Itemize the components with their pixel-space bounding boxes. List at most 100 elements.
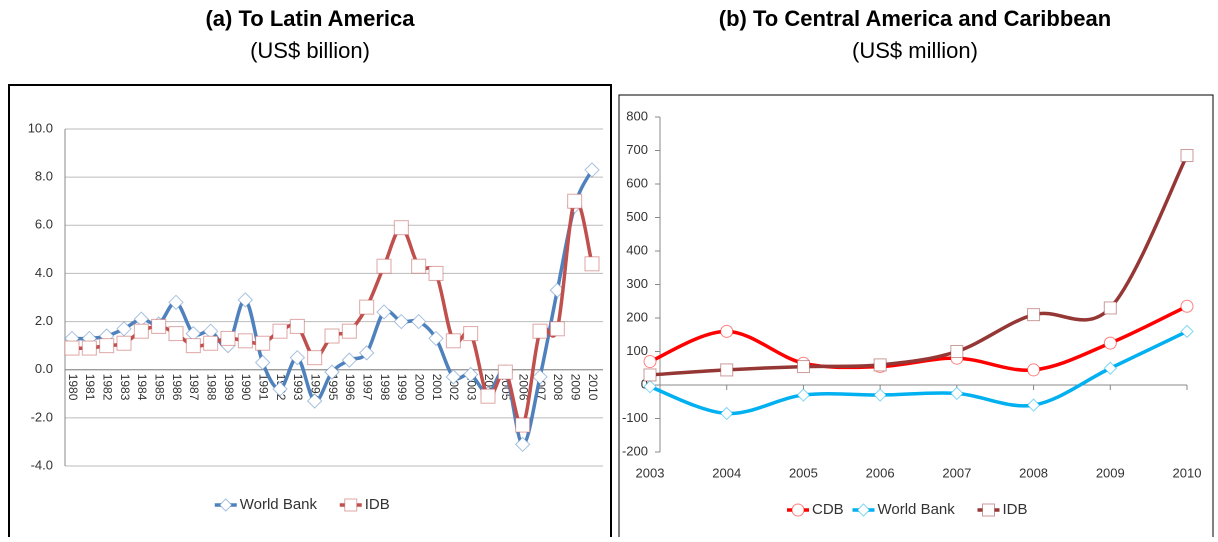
marker bbox=[393, 313, 410, 330]
x-tick-label: 1987 bbox=[187, 374, 201, 401]
marker bbox=[341, 352, 358, 368]
x-tick-label: 2010 bbox=[586, 374, 600, 401]
marker bbox=[220, 330, 236, 346]
y-tick-label: -100 bbox=[622, 410, 648, 425]
marker bbox=[168, 294, 184, 311]
marker bbox=[1027, 308, 1041, 322]
chart-title: (a) To Latin America bbox=[205, 6, 415, 31]
marker bbox=[445, 333, 461, 349]
marker bbox=[1027, 363, 1041, 377]
marker bbox=[796, 388, 811, 402]
marker bbox=[856, 503, 871, 517]
marker bbox=[411, 258, 427, 274]
y-tick-label: 400 bbox=[626, 242, 648, 257]
y-tick-label: 0 bbox=[641, 376, 648, 391]
marker bbox=[219, 498, 233, 512]
marker bbox=[307, 350, 323, 366]
marker bbox=[497, 364, 513, 380]
marker bbox=[133, 323, 149, 339]
x-tick-label: 1984 bbox=[135, 374, 149, 401]
x-tick-label: 2001 bbox=[430, 374, 444, 401]
marker bbox=[341, 323, 357, 339]
marker bbox=[237, 292, 254, 308]
x-tick-label: 2003 bbox=[636, 465, 665, 480]
x-tick-label: 1996 bbox=[343, 374, 357, 401]
y-tick-label: 700 bbox=[626, 142, 648, 157]
legend-label: World Bank bbox=[878, 501, 956, 518]
marker bbox=[445, 369, 462, 385]
marker bbox=[463, 326, 479, 342]
legend-label: World Bank bbox=[240, 496, 318, 513]
marker bbox=[1103, 361, 1117, 375]
marker bbox=[324, 328, 340, 344]
x-tick-label: 1997 bbox=[360, 374, 374, 401]
x-tick-label: 2006 bbox=[866, 465, 895, 480]
marker bbox=[185, 338, 201, 354]
marker bbox=[255, 335, 271, 351]
marker bbox=[359, 299, 375, 315]
marker bbox=[950, 345, 964, 358]
y-tick-label: -4.0 bbox=[31, 457, 53, 472]
marker bbox=[99, 338, 115, 354]
y-tick-label: 300 bbox=[626, 276, 648, 291]
y-tick-label: 600 bbox=[626, 175, 648, 190]
marker bbox=[873, 358, 887, 372]
marker bbox=[1180, 149, 1194, 163]
marker bbox=[64, 340, 80, 356]
marker bbox=[289, 349, 306, 366]
marker bbox=[289, 318, 305, 334]
marker bbox=[720, 406, 734, 421]
x-tick-label: 1998 bbox=[378, 374, 392, 401]
x-tick-label: 2007 bbox=[942, 465, 971, 480]
marker bbox=[982, 503, 995, 517]
chart-subtitle: (US$ million) bbox=[852, 38, 978, 63]
marker bbox=[549, 321, 565, 337]
marker bbox=[376, 304, 392, 320]
y-tick-label: 10.0 bbox=[28, 120, 53, 135]
x-tick-label: 2004 bbox=[712, 465, 741, 480]
marker bbox=[324, 364, 340, 380]
marker bbox=[1026, 398, 1041, 412]
marker bbox=[532, 323, 548, 339]
marker bbox=[720, 363, 734, 377]
x-tick-label: 1982 bbox=[100, 374, 114, 401]
x-tick-label: 1989 bbox=[222, 374, 236, 401]
marker bbox=[116, 335, 132, 351]
y-tick-label: -200 bbox=[622, 443, 648, 458]
x-tick-label: 2008 bbox=[1019, 465, 1048, 480]
y-tick-label: 100 bbox=[626, 343, 648, 358]
panel-frame bbox=[618, 94, 1214, 542]
y-tick-label: 800 bbox=[626, 108, 648, 123]
marker bbox=[584, 162, 600, 178]
marker bbox=[791, 503, 805, 517]
marker bbox=[81, 340, 97, 356]
marker bbox=[950, 386, 964, 401]
marker bbox=[515, 417, 531, 433]
x-tick-label: 1981 bbox=[83, 374, 97, 401]
marker bbox=[393, 220, 409, 236]
marker bbox=[1180, 324, 1194, 339]
marker bbox=[567, 193, 583, 209]
marker bbox=[151, 318, 167, 334]
y-tick-label: 4.0 bbox=[35, 265, 53, 280]
y-tick-label: 500 bbox=[626, 209, 648, 224]
x-tick-label: 1985 bbox=[152, 374, 166, 401]
y-tick-label: 0.0 bbox=[35, 361, 53, 376]
marker bbox=[584, 256, 600, 272]
marker bbox=[1103, 336, 1117, 350]
marker bbox=[514, 436, 531, 453]
x-tick-label: 1980 bbox=[66, 374, 80, 401]
marker bbox=[272, 323, 288, 339]
marker bbox=[1180, 299, 1194, 313]
marker bbox=[720, 324, 734, 338]
marker bbox=[643, 355, 657, 369]
y-tick-label: 2.0 bbox=[35, 313, 53, 328]
x-tick-label: 1988 bbox=[204, 374, 218, 401]
x-tick-label: 1983 bbox=[118, 374, 132, 401]
x-tick-label: 2006 bbox=[516, 374, 530, 401]
marker bbox=[643, 368, 657, 382]
marker bbox=[203, 335, 219, 351]
marker bbox=[428, 330, 444, 347]
legend-label: IDB bbox=[365, 496, 390, 513]
